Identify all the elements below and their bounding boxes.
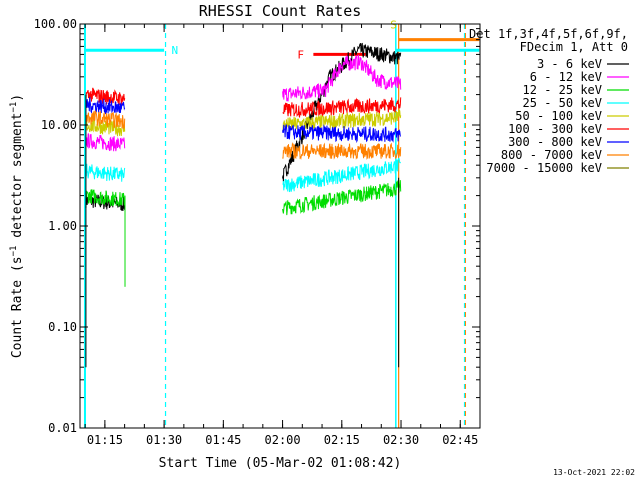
y-tick-label-1: 0.01	[48, 421, 77, 435]
trace-late-6	[282, 97, 402, 119]
x-tick-label-5: 02:15	[324, 433, 360, 447]
legend-entry-4: 25 - 50 keV	[523, 96, 602, 110]
x-tick-label-7: 02:45	[442, 433, 478, 447]
trace-early-6	[85, 87, 126, 107]
y-tick-label-3: 1.00	[48, 219, 77, 233]
y-tick-label-2: 0.10	[48, 320, 77, 334]
y-axis-label: Count Rate (s−1 detector segment−1)	[9, 94, 25, 358]
annotation-s: S	[390, 19, 397, 32]
legend-entry-9: 7000 - 15000 keV	[486, 161, 602, 175]
plot-frame	[79, 23, 481, 429]
chart-title: RHESSI Count Rates	[199, 2, 362, 20]
legend-entry-5: 50 - 100 keV	[515, 109, 602, 123]
annotation-f: F	[297, 48, 304, 61]
legend-title-line-2: FDecim 1, Att 0	[520, 40, 628, 54]
trace-early-8	[85, 109, 126, 129]
legend-title-line-1: Det 1f,3f,4f,5f,6f,9f,	[469, 27, 628, 41]
x-tick-label-3: 01:45	[205, 433, 241, 447]
data-layer: N F S	[83, 19, 480, 428]
x-tick-label-6: 02:30	[383, 433, 419, 447]
trace-early-4	[85, 163, 126, 182]
axis-layer: 0.01 0.10 1.00 10.00 100.00 01:15 01:30 01:45 02…	[34, 17, 480, 447]
timestamp-footer: 13-Oct-2021 22:02	[553, 468, 635, 477]
trace-late-8	[282, 141, 402, 160]
trace-late-4	[282, 158, 402, 193]
legend-entry-2: 6 - 12 keV	[530, 70, 602, 84]
x-axis-label: Start Time (05-Mar-02 01:08:42)	[159, 456, 402, 471]
trace-early-7	[85, 97, 126, 115]
x-tick-label-2: 01:30	[146, 433, 182, 447]
y-tick-label-4: 10.00	[41, 118, 77, 132]
trace-late-3	[282, 179, 402, 216]
legend-entry-8: 800 - 7000 keV	[501, 148, 602, 162]
trace-late-2	[282, 54, 402, 102]
legend: Det 1f,3f,4f,5f,6f,9f, FDecim 1, Att 0 3…	[469, 27, 629, 175]
x-tick-label-1: 01:15	[87, 433, 123, 447]
legend-entry-3: 12 - 25 keV	[523, 83, 602, 97]
annotation-n: N	[171, 44, 178, 57]
trace-late-7	[282, 124, 401, 144]
legend-entry-6: 100 - 300 keV	[508, 122, 602, 136]
trace-early-3	[85, 189, 126, 207]
trace-late-1	[282, 42, 402, 182]
y-tick-label-5: 100.00	[34, 17, 77, 31]
x-tick-label-4: 02:00	[265, 433, 301, 447]
trace-early-2	[85, 133, 126, 152]
legend-entry-1: 3 - 6 keV	[537, 57, 602, 71]
legend-entry-7: 300 - 800 keV	[508, 135, 602, 149]
